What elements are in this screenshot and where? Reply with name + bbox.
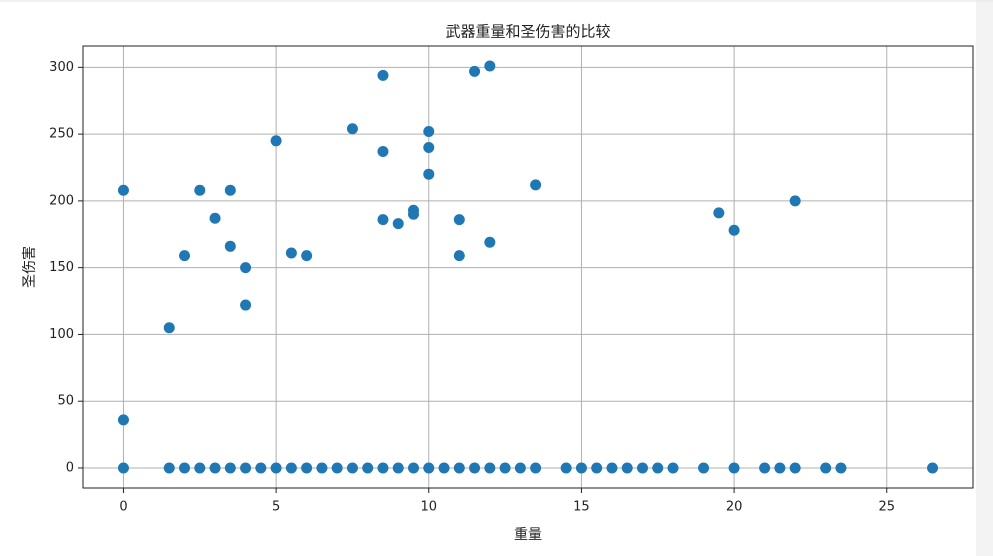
scatter-point — [163, 322, 175, 334]
y-axis-label: 圣伤害 — [22, 246, 38, 288]
scatter-point — [301, 462, 313, 474]
scatter-point — [820, 462, 832, 474]
scatter-point — [469, 65, 481, 77]
scatter-point — [698, 462, 710, 474]
scatter-point — [117, 462, 129, 474]
scatter-point — [484, 60, 496, 72]
scatter-point — [377, 145, 389, 157]
scatter-point — [728, 462, 740, 474]
scatter-point — [453, 214, 465, 226]
scatter-point — [591, 462, 603, 474]
scatter-point — [408, 462, 420, 474]
scatter-point — [575, 462, 587, 474]
scatter-point — [423, 168, 435, 180]
scatter-point — [530, 179, 542, 191]
scatter-point — [789, 195, 801, 207]
x-tick-label: 0 — [119, 500, 127, 515]
scatter-point — [224, 184, 236, 196]
scatter-point — [927, 462, 939, 474]
y-tick-label: 50 — [57, 394, 74, 409]
scatter-point — [331, 462, 343, 474]
scatter-point — [453, 462, 465, 474]
scatter-point — [377, 462, 389, 474]
scatter-point — [514, 462, 526, 474]
scatter-point — [774, 462, 786, 474]
y-tick-label: 150 — [49, 260, 74, 275]
x-axis-label: 重量 — [514, 527, 542, 543]
scatter-point — [392, 218, 404, 230]
scrollbar-strip — [976, 0, 993, 556]
scatter-point — [423, 125, 435, 137]
scatter-point — [636, 462, 648, 474]
scatter-point — [453, 250, 465, 262]
scatter-point — [240, 462, 252, 474]
scatter-point — [469, 462, 481, 474]
y-tick-label: 300 — [49, 60, 74, 75]
scatter-point — [194, 184, 206, 196]
scatter-point — [484, 462, 496, 474]
scatter-point — [270, 135, 282, 147]
x-tick-label: 25 — [878, 500, 895, 515]
scatter-point — [530, 462, 542, 474]
scatter-point — [117, 414, 129, 426]
scatter-point — [255, 462, 267, 474]
scatter-point — [713, 207, 725, 219]
y-tick-label: 100 — [49, 327, 74, 342]
scatter-point — [759, 462, 771, 474]
scatter-point — [835, 462, 847, 474]
y-tick-label: 200 — [49, 193, 74, 208]
scatter-point — [621, 462, 633, 474]
scatter-point — [438, 462, 450, 474]
scatter-point — [346, 462, 358, 474]
scatter-point — [316, 462, 328, 474]
scatter-point — [362, 462, 374, 474]
scatter-point — [285, 247, 297, 259]
plot-frame — [82, 45, 974, 489]
scatter-point — [408, 208, 420, 220]
scatter-point — [377, 214, 389, 226]
scatter-point — [667, 462, 679, 474]
scatter-point — [179, 462, 191, 474]
scatter-point — [606, 462, 618, 474]
y-tick-label: 0 — [66, 460, 74, 475]
scatter-point — [789, 462, 801, 474]
scatter-point — [392, 462, 404, 474]
scatter-point — [499, 462, 511, 474]
x-tick-label: 20 — [726, 500, 743, 515]
scatter-point — [423, 462, 435, 474]
scatter-point — [484, 236, 496, 248]
scatter-point — [224, 462, 236, 474]
scatter-point — [179, 250, 191, 262]
x-tick-label: 5 — [272, 500, 280, 515]
scatter-point — [117, 184, 129, 196]
scatter-point — [423, 141, 435, 153]
scatter-point — [285, 462, 297, 474]
scatter-point — [209, 462, 221, 474]
scatter-point — [301, 250, 313, 262]
x-tick-label: 15 — [573, 500, 590, 515]
scatter-point — [240, 262, 252, 274]
y-tick-label: 250 — [49, 127, 74, 142]
scatter-point — [346, 123, 358, 135]
chart-title: 武器重量和圣伤害的比较 — [445, 23, 610, 41]
scatter-point — [240, 299, 252, 311]
x-tick-label: 10 — [420, 500, 437, 515]
scatter-point — [224, 240, 236, 252]
scatter-point — [652, 462, 664, 474]
scatter-point — [270, 462, 282, 474]
scatter-point — [163, 462, 175, 474]
scatter-point — [209, 212, 221, 224]
scatter-point — [728, 224, 740, 236]
scatter-point — [194, 462, 206, 474]
scatter-point — [377, 69, 389, 81]
scatter-point — [560, 462, 572, 474]
